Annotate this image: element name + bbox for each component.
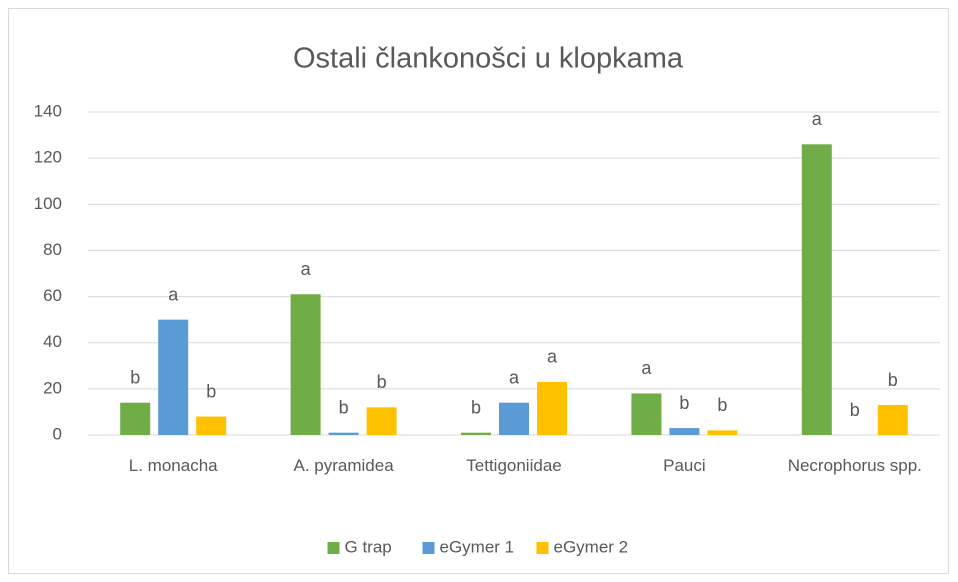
annotation: b [850,400,860,420]
annotation: b [717,395,727,415]
y-tick-label: 120 [34,148,62,167]
y-tick-label: 140 [34,101,62,120]
annotation: a [509,367,520,387]
bar [801,144,832,436]
bar [196,416,227,435]
annotation: b [130,367,140,387]
legend-swatch [536,542,549,554]
annotation: a [168,284,179,304]
bar [631,393,662,435]
annotation: b [471,397,481,417]
x-tick-label: Pauci [663,456,706,475]
chart-border [8,8,949,574]
annotation: a [641,358,652,378]
chart-title: Ostali člankonošci u klopkama [293,43,684,75]
bar [537,381,567,435]
legend-swatch [327,542,340,554]
bar [158,319,189,435]
annotation: b [377,372,387,392]
bar [877,405,908,435]
bar [120,402,151,435]
y-tick-label: 80 [43,240,62,259]
annotation: b [888,370,898,390]
x-tick-label: L. monacha [128,456,218,475]
y-tick-label: 0 [53,424,62,443]
annotation: a [547,347,558,367]
legend-label: eGymer 1 [440,537,515,556]
legend-label: eGymer 2 [554,537,629,556]
annotation: a [812,109,823,129]
bar [707,430,738,435]
annotation: b [339,397,349,417]
bar [366,407,397,435]
y-tick-label: 40 [43,332,62,351]
legend-swatch [422,542,435,554]
annotation: b [679,393,689,413]
y-tick-label: 20 [43,378,62,397]
y-tick-label: 60 [43,286,62,305]
x-tick-label: Necrophorus spp. [787,456,922,475]
x-tick-label: A. pyramidea [293,456,394,475]
bar [328,432,359,435]
bar [499,402,529,435]
bar [290,294,321,435]
x-tick-label: Tettigoniidae [466,456,562,475]
annotation: b [206,381,216,401]
y-tick-label: 100 [34,194,62,213]
bar [461,432,491,435]
legend-label: G trap [345,537,392,556]
annotation: a [301,259,312,279]
bar [669,428,700,435]
